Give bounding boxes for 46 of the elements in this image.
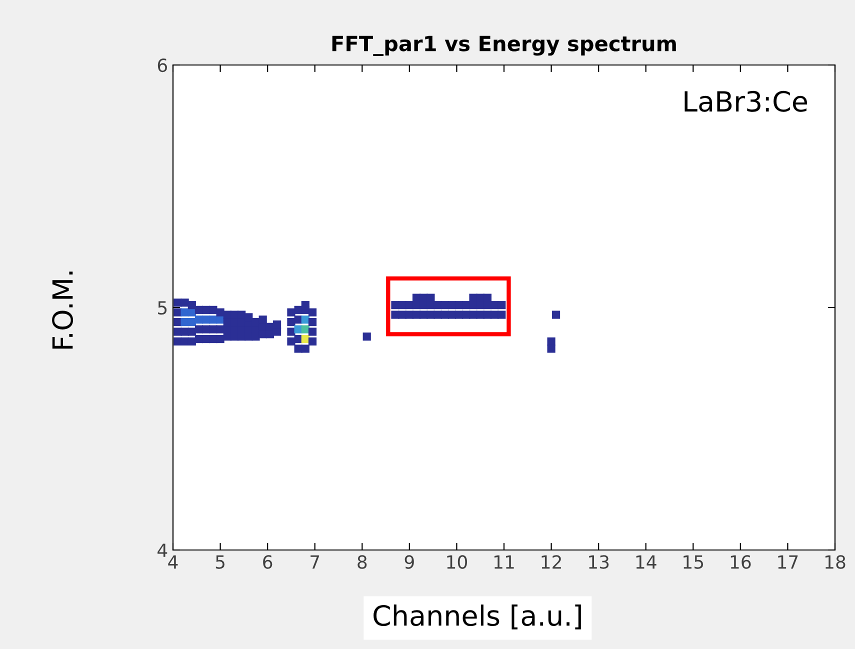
x-tick-label: 17 [778,555,798,569]
x-tick-label: 8 [358,555,367,569]
x-tick-label: 11 [494,555,514,569]
point [287,318,296,326]
point [238,310,246,319]
point [362,332,371,341]
point [188,301,196,310]
point [287,308,296,316]
point [552,310,560,319]
x-tick-label: 5 [216,555,224,569]
point [308,328,317,336]
point [301,301,310,310]
x-tick-label: 18 [825,555,846,569]
point [272,320,282,329]
point [287,328,296,336]
x-tick-label: 14 [636,555,656,569]
point [308,337,317,346]
point [216,308,224,316]
y-tick-label: 6 [158,58,167,72]
point [308,318,317,326]
x-tick-label: 4 [168,555,178,569]
x-axis-title: Channels [a.u.] [374,604,581,630]
x-tick-label: 10 [447,555,468,569]
point [188,328,196,336]
point [287,337,296,346]
x-tick-label: 15 [684,555,704,569]
point [258,316,267,324]
y-tick-label: 5 [158,301,167,315]
point [216,334,224,344]
point [498,301,506,310]
point [308,308,317,316]
annotation: LaBr3:Ce [684,90,808,112]
x-tick-label: 16 [730,555,751,569]
x-tick-label: 6 [263,555,272,569]
x-tick-label: 9 [404,555,414,569]
x-tick-label: 13 [589,555,609,569]
point [483,294,492,302]
point [426,294,435,302]
y-axis-title: F.O.M. [52,272,74,349]
x-tick-label: 7 [310,555,320,569]
chart-title: FFT_par1 vs Energy spectrum [332,36,676,56]
x-tick-label: 12 [542,555,561,569]
y-tick-label: 4 [158,544,168,557]
point [301,344,310,353]
point [498,310,506,319]
point [547,344,556,353]
